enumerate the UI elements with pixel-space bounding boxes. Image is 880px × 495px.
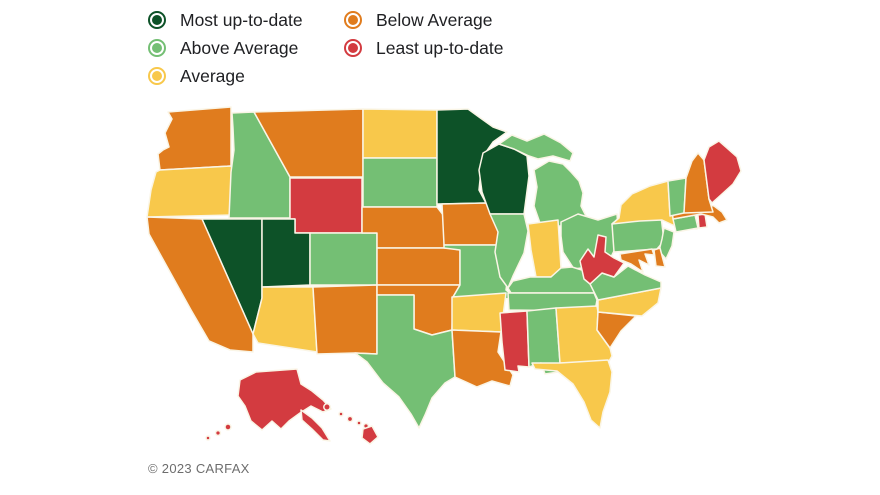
state-WI[interactable] [478,143,530,215]
legend-item-below-average: Below Average [344,6,503,34]
state-WY[interactable] [289,177,363,234]
state-RI[interactable] [697,213,708,229]
above-average-dot-icon [148,39,166,57]
state-AR[interactable] [451,292,507,333]
most-up-to-date-dot-icon [148,11,166,29]
legend: Most up-to-date Above Average Average Be… [148,6,503,90]
state-IN[interactable] [527,219,562,278]
state-FL[interactable] [531,359,613,429]
state-KS[interactable] [376,247,461,286]
legend-item-most-up-to-date: Most up-to-date [148,6,344,34]
state-ME[interactable] [703,140,742,204]
copyright-text: © 2023 CARFAX [148,461,250,476]
legend-item-above-average: Above Average [148,34,344,62]
state-MI[interactable] [498,133,587,227]
state-CA[interactable] [146,216,254,353]
state-AZ[interactable] [252,286,318,353]
state-ND[interactable] [362,108,438,159]
below-average-dot-icon [344,11,362,29]
state-SD[interactable] [362,157,438,208]
state-DE[interactable] [653,247,666,268]
state-IL[interactable] [489,213,529,289]
state-MD[interactable] [619,248,655,273]
state-NM[interactable] [312,284,378,355]
legend-label: Most up-to-date [180,10,303,30]
state-WA[interactable] [157,106,232,171]
state-LA[interactable] [451,329,514,388]
state-OR[interactable] [146,165,239,218]
legend-label: Average [180,66,245,86]
state-MS[interactable] [499,310,530,373]
legend-item-least-up-to-date: Least up-to-date [344,34,503,62]
legend-label: Above Average [180,38,299,58]
state-CO[interactable] [309,232,378,286]
state-HI[interactable] [323,403,379,445]
state-NJ[interactable] [658,227,675,260]
legend-item-average: Average [148,62,344,90]
least-up-to-date-dot-icon [344,39,362,57]
state-WV[interactable] [579,234,625,285]
legend-label: Below Average [376,10,493,30]
average-dot-icon [148,67,166,85]
state-AK[interactable] [205,368,332,442]
state-TX[interactable] [354,294,456,429]
legend-column-1: Most up-to-date Above Average Average [148,6,344,90]
legend-column-2: Below Average Least up-to-date [344,6,503,62]
legend-label: Least up-to-date [376,38,504,58]
state-VT[interactable] [667,177,687,217]
